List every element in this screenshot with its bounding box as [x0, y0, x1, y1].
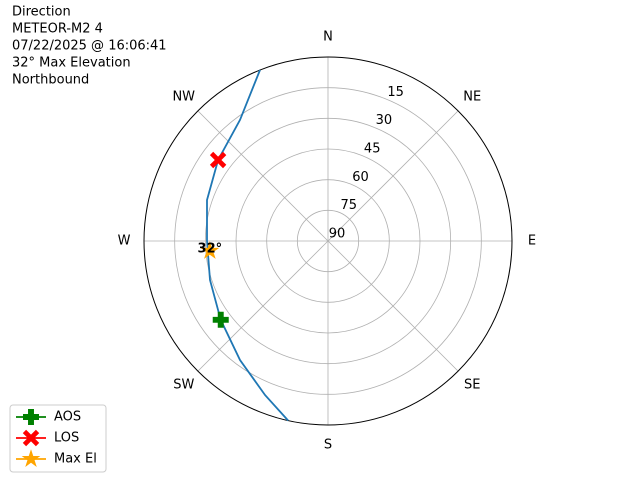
theta-tick-label: N — [323, 30, 333, 45]
legend-box — [9, 404, 107, 473]
grid-spoke — [197, 110, 329, 242]
legend-label: Max El — [54, 452, 97, 467]
track-line — [206, 69, 289, 422]
grid-spoke — [327, 110, 459, 242]
marker-star — [200, 241, 220, 259]
theta-tick-label: S — [324, 438, 332, 453]
title-line: 07/22/2025 @ 16:06:41 — [12, 39, 167, 54]
legend-marker — [23, 409, 39, 425]
r-tick-label: 90 — [329, 227, 346, 242]
title-line: Direction — [12, 5, 71, 20]
legend-label: LOS — [54, 431, 79, 446]
title-line: 32° Max Elevation — [12, 56, 131, 71]
polar-frame — [143, 56, 513, 426]
theta-tick-label: SW — [173, 378, 194, 393]
max-el-annotation: 32° — [198, 241, 223, 256]
theta-tick-label: NW — [172, 89, 195, 104]
r-tick-label: 30 — [376, 113, 393, 128]
theta-tick-label: SE — [464, 378, 480, 393]
title-line: Northbound — [12, 73, 89, 88]
legend-label: AOS — [54, 410, 81, 425]
legend: AOS LOS Max El — [9, 404, 107, 473]
marker-plus — [212, 311, 229, 328]
grid-spoke — [327, 240, 459, 372]
r-tick-label: 45 — [364, 142, 381, 157]
theta-tick-label: E — [528, 234, 536, 249]
marker-x — [209, 151, 227, 169]
r-tick-label: 60 — [352, 170, 369, 185]
theta-tick-label: NE — [463, 89, 481, 104]
grid-spoke — [197, 240, 329, 372]
title-line: METEOR-M2 4 — [12, 22, 103, 37]
r-tick-label: 15 — [387, 85, 404, 100]
r-tick-label: 75 — [340, 198, 357, 213]
theta-tick-label: W — [118, 234, 131, 249]
legend-marker — [22, 429, 40, 447]
legend-marker — [21, 449, 41, 468]
